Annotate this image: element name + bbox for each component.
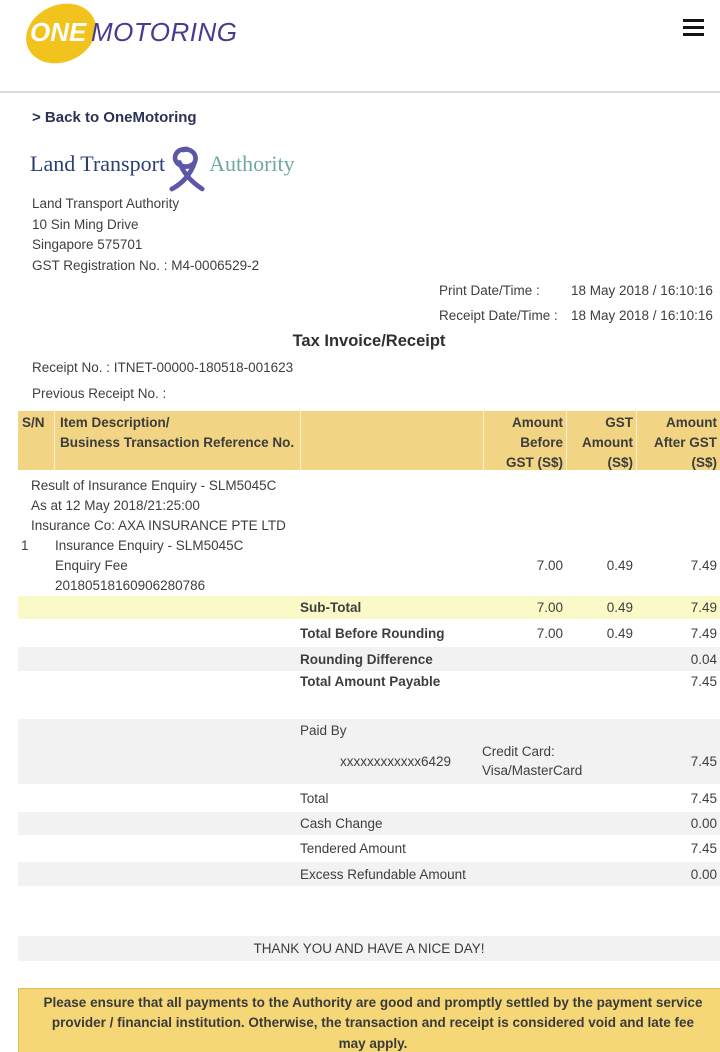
subtotal-gst-amount: 0.49 — [606, 600, 633, 615]
address-line: 10 Sin Ming Drive — [32, 216, 139, 232]
item-sn: 1 — [21, 538, 29, 553]
lta-logo: Land Transport Authority — [30, 146, 295, 192]
logo-text-motoring: MOTORING — [91, 17, 238, 47]
table-row-total: Total 7.45 — [18, 787, 720, 810]
lta-logo-text-right: Authority — [209, 151, 295, 176]
previous-receipt-no: Previous Receipt No. : — [32, 386, 167, 401]
table-header-row: S/N Item Description/ Business Transacti… — [18, 411, 720, 470]
lta-ribbon-icon — [169, 146, 205, 192]
subtotal-amount-before-gst: 7.00 — [536, 600, 563, 615]
col-header-sn: S/N — [22, 415, 45, 430]
table-row-rounding-difference: Rounding Difference 0.04 — [18, 647, 720, 671]
print-datetime-label: Print Date/Time : — [439, 283, 540, 298]
tendered-amount-label: Tendered Amount — [300, 841, 406, 856]
paid-by-card-number: xxxxxxxxxxxx6429 — [339, 753, 451, 769]
excess-refundable-label: Excess Refundable Amount — [300, 866, 466, 882]
print-datetime-value: 18 May 2018 / 16:10:16 — [571, 283, 713, 298]
hamburger-icon — [683, 19, 704, 36]
tbr-amount-before-gst: 7.00 — [536, 626, 563, 641]
back-to-onemotoring-link[interactable]: > Back to OneMotoring — [32, 109, 197, 126]
tbr-amount-after-gst: 7.49 — [690, 626, 717, 641]
subtotal-amount-after-gst: 7.49 — [690, 600, 717, 615]
total-amount-payable-label: Total Amount Payable — [300, 674, 441, 689]
paid-by-amount: 7.45 — [690, 753, 717, 769]
paid-by-label: Paid By — [300, 723, 347, 738]
col-header-amount-after-gst: Amount After GST (S$) — [636, 411, 720, 470]
item-amount-before-gst: 7.00 — [536, 558, 563, 573]
onemotoring-logo[interactable]: ONE MOTORING — [16, 0, 265, 75]
datetime-block: Print Date/Time : 18 May 2018 / 16:10:16… — [439, 283, 713, 333]
enquiry-asat-line: As at 12 May 2018/21:25:00 — [31, 498, 200, 513]
menu-button[interactable] — [683, 19, 704, 37]
table-row-cash-change: Cash Change 0.00 — [18, 812, 720, 835]
gst-registration-no: GST Registration No. : M4-0006529-2 — [32, 257, 260, 273]
col-header-item-description: Item Description/ Business Transaction R… — [54, 411, 300, 470]
item-amount-after-gst: 7.49 — [690, 558, 717, 573]
address-line: Singapore 575701 — [32, 237, 143, 252]
cash-change-amount: 0.00 — [690, 816, 717, 831]
total-label: Total — [300, 791, 329, 806]
tbr-gst-amount: 0.49 — [606, 626, 633, 641]
total-before-rounding-label: Total Before Rounding — [300, 626, 445, 641]
tendered-amount-amount: 7.45 — [690, 841, 717, 856]
total-amount-payable-amount: 7.45 — [690, 674, 717, 689]
enquiry-summary: Result of Insurance Enquiry - SLM5045C A… — [18, 470, 720, 536]
subtotal-label: Sub-Total — [300, 600, 362, 615]
table-row-item: 1 Insurance Enquiry - SLM5045C Enquiry F… — [18, 536, 720, 596]
logo-text-one: ONE — [30, 17, 87, 47]
table-row-tendered-amount: Tendered Amount 7.45 — [18, 837, 720, 860]
col-header-spacer — [300, 411, 483, 470]
enquiry-insurer-line: Insurance Co: AXA INSURANCE PTE LTD — [31, 518, 286, 533]
col-header-gst-amount: GST Amount (S$) — [566, 411, 636, 470]
rounding-difference-label: Rounding Difference — [300, 651, 433, 667]
paid-by-method: Credit Card: Visa/MasterCard — [482, 744, 583, 778]
excess-refundable-amount: 0.00 — [690, 866, 717, 882]
item-description: Insurance Enquiry - SLM5045C Enquiry Fee… — [55, 538, 244, 593]
paid-by-block: Paid By xxxxxxxxxxxx6429 Credit Card: Vi… — [18, 719, 720, 784]
col-header-amount-before-gst: Amount Before GST (S$) — [483, 411, 566, 470]
table-row-excess-refundable: Excess Refundable Amount 0.00 — [18, 862, 720, 886]
table-row-total-before-rounding: Total Before Rounding 7.00 0.49 7.49 — [18, 622, 720, 645]
table-row-total-amount-payable: Total Amount Payable 7.45 — [18, 673, 720, 713]
table-row-subtotal: Sub-Total 7.00 0.49 7.49 — [18, 596, 720, 619]
rounding-difference-amount: 0.04 — [690, 651, 717, 667]
item-gst-amount: 0.49 — [606, 558, 633, 573]
authority-name: Land Transport Authority — [32, 196, 180, 211]
thank-you-banner: THANK YOU AND HAVE A NICE DAY! — [18, 936, 720, 961]
site-header: ONE MOTORING — [0, 0, 720, 93]
total-amount: 7.45 — [690, 791, 717, 806]
lta-logo-text-left: Land Transport — [30, 151, 166, 176]
payment-notice: Please ensure that all payments to the A… — [18, 988, 720, 1052]
cash-change-label: Cash Change — [300, 816, 383, 831]
page-title: Tax Invoice/Receipt — [292, 332, 446, 350]
enquiry-result-line: Result of Insurance Enquiry - SLM5045C — [31, 478, 277, 493]
receipt-datetime-label: Receipt Date/Time : — [439, 308, 558, 323]
receipt-datetime-value: 18 May 2018 / 16:10:16 — [571, 308, 713, 323]
authority-address: Land Transport Authority 10 Sin Ming Dri… — [32, 194, 259, 276]
invoice-table: S/N Item Description/ Business Transacti… — [18, 411, 720, 886]
receipt-no: Receipt No. : ITNET-00000-180518-001623 — [32, 360, 294, 375]
